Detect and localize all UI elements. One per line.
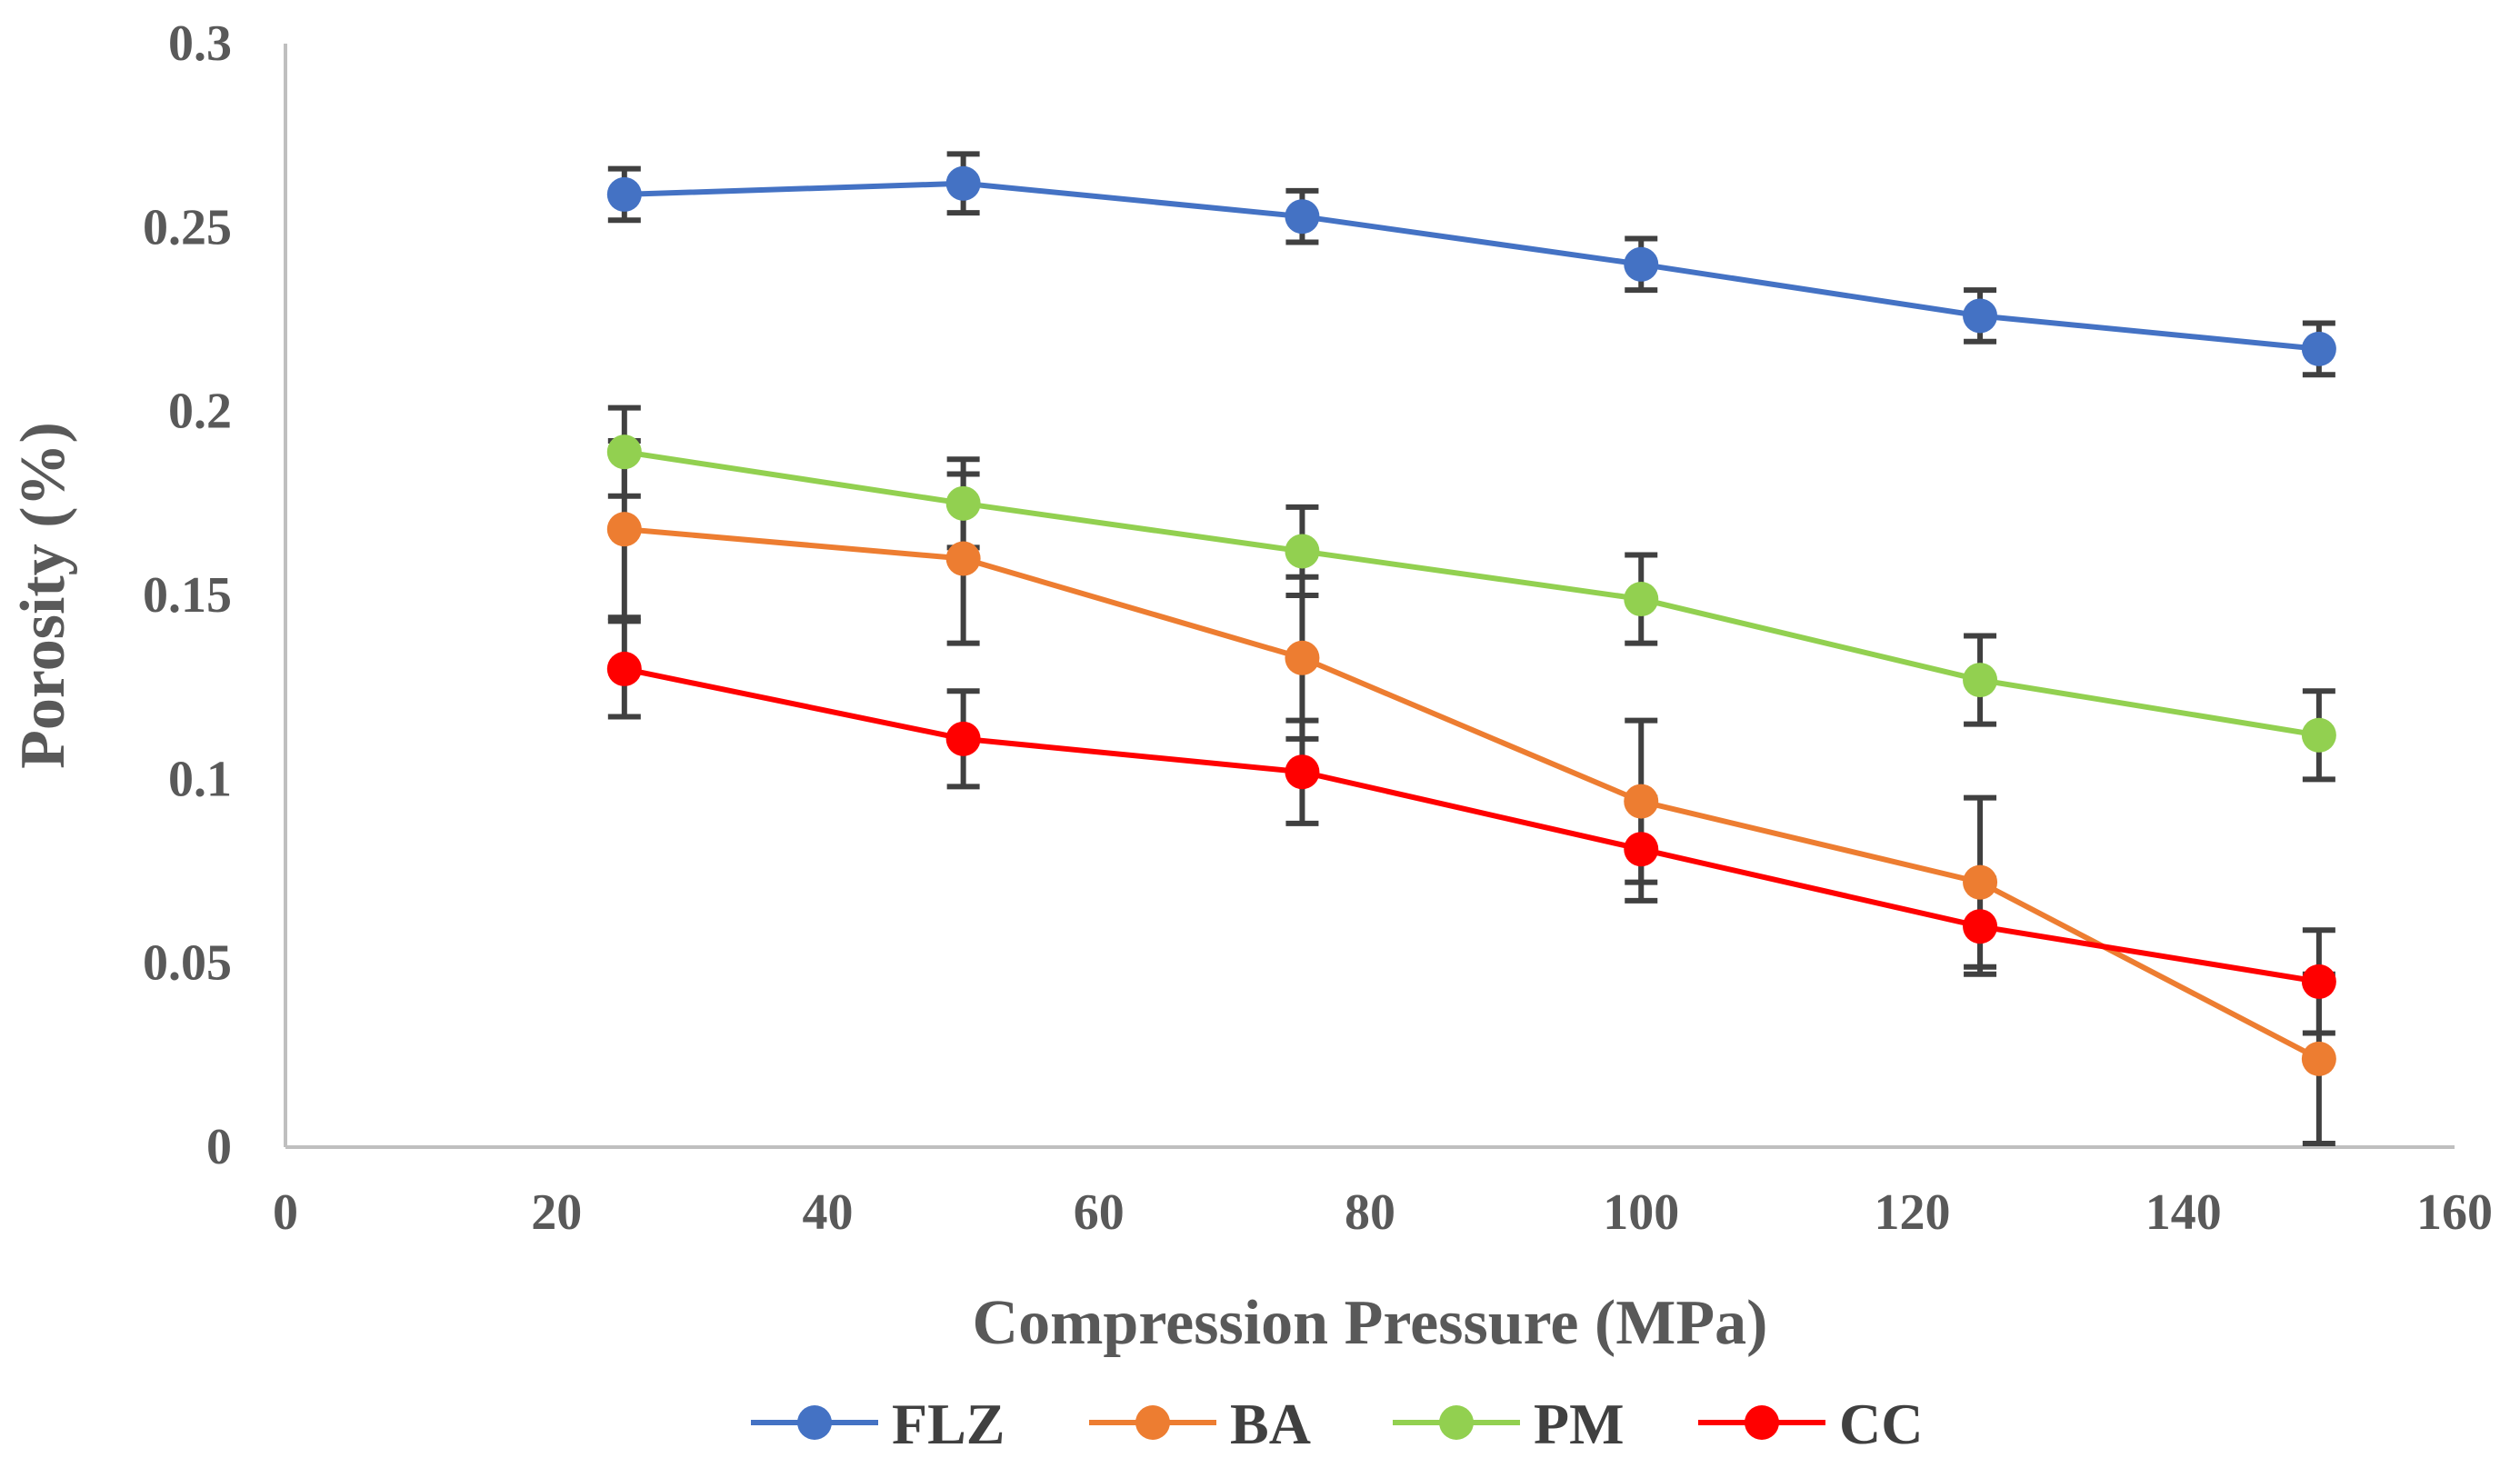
tick-labels: 0 20 40 60 80 100 120 140 160 0 0.05 0.1 0.15 0.2 0.25…: [143, 15, 2493, 1241]
data-point-ba: [1285, 640, 1320, 675]
y-tick-label: 0.05: [143, 935, 232, 992]
legend-label: BA: [1230, 1392, 1311, 1456]
series-line-cc: [624, 665, 2320, 984]
data-point-pm: [1963, 663, 1998, 698]
x-tick-label: 60: [1074, 1184, 1125, 1241]
x-tick-label: 80: [1345, 1184, 1395, 1241]
y-axis-title: Porosity (%): [8, 422, 78, 769]
axes: [284, 44, 2455, 1149]
data-point-pm: [1285, 534, 1320, 569]
data-point-ba: [945, 541, 981, 576]
data-point-pm: [2301, 717, 2336, 753]
legend-marker: [1439, 1405, 1474, 1440]
series-lines: [624, 180, 2321, 1062]
series-line-pm: [624, 449, 2320, 738]
legend-item-ba: BA: [1089, 1392, 1311, 1456]
data-point-flz: [1963, 298, 1998, 334]
legend: FLZ BA PM CC: [751, 1392, 1923, 1456]
data-point-ba: [606, 512, 642, 547]
x-tick-label: 20: [531, 1184, 582, 1241]
data-point-flz: [1624, 246, 1659, 282]
y-tick-label: 0.15: [143, 567, 232, 624]
data-point-flz: [2301, 331, 2336, 366]
data-point-cc: [945, 721, 981, 756]
legend-label: FLZ: [892, 1392, 1005, 1456]
x-tick-label: 140: [2145, 1184, 2222, 1241]
y-tick-label: 0.1: [168, 751, 232, 807]
legend-marker: [797, 1405, 832, 1440]
y-tick-label: 0.2: [168, 384, 232, 440]
data-point-flz: [945, 165, 981, 201]
x-tick-label: 0: [273, 1184, 298, 1241]
legend-item-flz: FLZ: [751, 1392, 1005, 1456]
legend-item-pm: PM: [1393, 1392, 1625, 1456]
data-point-pm: [945, 485, 981, 521]
series-line-ba: [624, 526, 2321, 1062]
legend-item-cc: CC: [1698, 1392, 1923, 1456]
data-point-flz: [1285, 199, 1320, 235]
y-tick-label: 0.25: [143, 199, 232, 255]
y-tick-label: 0.3: [168, 15, 232, 72]
series-line-flz: [624, 180, 2320, 352]
x-axis-title: Compression Pressure (MPa): [973, 1288, 1768, 1358]
data-point-ba: [1624, 784, 1659, 819]
legend-label: CC: [1839, 1392, 1923, 1456]
data-point-ba: [2301, 1041, 2336, 1076]
data-point-cc: [606, 651, 642, 686]
data-point-pm: [606, 434, 642, 470]
legend-marker: [1745, 1405, 1779, 1440]
x-tick-label: 120: [1875, 1184, 1951, 1241]
data-point-pm: [1624, 582, 1659, 617]
data-point-cc: [1624, 832, 1659, 867]
data-points: [606, 165, 2336, 1076]
data-point-flz: [606, 176, 642, 212]
data-point-ba: [1963, 864, 1998, 900]
x-tick-label: 40: [803, 1184, 854, 1241]
error-bars: [607, 151, 2335, 1146]
data-point-cc: [1285, 754, 1320, 790]
legend-label: PM: [1534, 1392, 1625, 1456]
data-point-cc: [2301, 964, 2336, 999]
x-tick-label: 100: [1603, 1184, 1679, 1241]
x-tick-label: 160: [2416, 1184, 2493, 1241]
legend-marker: [1135, 1405, 1170, 1440]
data-point-cc: [1963, 909, 1998, 944]
y-tick-label: 0: [206, 1119, 232, 1175]
